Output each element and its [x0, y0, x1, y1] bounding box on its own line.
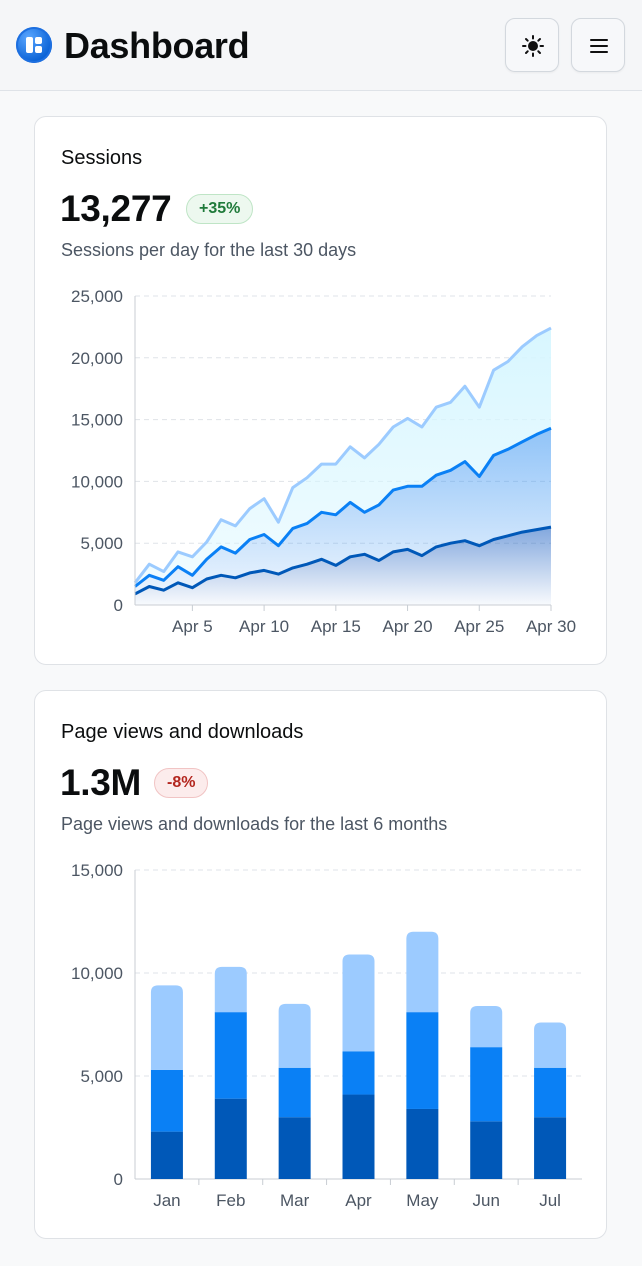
- x-tick-label: Apr 25: [454, 617, 504, 636]
- top-bar: Dashboard: [0, 0, 642, 91]
- bar-jul-series-3: [534, 1022, 567, 1068]
- area-series-2-line: [134, 426, 552, 588]
- menu-button[interactable]: [571, 18, 625, 72]
- bar-jan-series-1: [150, 1131, 183, 1179]
- sessions-area-chart: 0 5,000 10,000 15,000 20,000 25,000 Apr 5 Apr 1…: [71, 287, 576, 636]
- x-tick-label: Jan: [153, 1191, 180, 1210]
- pageviews-change-badge: -8%: [154, 768, 209, 798]
- y-tick-label: 20,000: [71, 349, 123, 368]
- x-tick-label: Jul: [539, 1191, 561, 1210]
- pageviews-description: Page views and downloads for the last 6 …: [61, 814, 448, 834]
- y-tick-label: 0: [114, 1170, 123, 1189]
- x-tick-label: Feb: [216, 1191, 245, 1210]
- area-series-1-fill: [135, 527, 551, 605]
- bar-jun-series-2: [470, 1047, 503, 1122]
- bar-feb-series-3: [214, 966, 247, 1013]
- sessions-description: Sessions per day for the last 30 days: [61, 240, 357, 260]
- sessions-change-badge: +35%: [186, 194, 254, 224]
- y-tick-label: 25,000: [71, 287, 123, 306]
- bar-apr-series-2: [342, 1051, 375, 1095]
- y-tick-label: 15,000: [71, 861, 123, 880]
- sun-icon: [522, 35, 544, 57]
- sessions-value: 13,277: [60, 188, 172, 229]
- pageviews-title: Page views and downloads: [61, 721, 304, 743]
- hamburger-menu-icon: [590, 39, 608, 53]
- area-series-3-line: [133, 326, 552, 584]
- x-tick-label: Apr 15: [311, 617, 361, 636]
- x-tick-label: May: [406, 1191, 439, 1210]
- y-tick-label: 15,000: [71, 411, 123, 430]
- x-tick-label: Apr 20: [383, 617, 433, 636]
- bar-jul-series-2: [534, 1067, 567, 1118]
- x-tick-label: Mar: [280, 1191, 310, 1210]
- app-title: Dashboard: [64, 25, 250, 66]
- area-series-2-fill: [135, 428, 551, 594]
- y-tick-label: 5,000: [80, 534, 123, 553]
- pageviews-value: 1.3M: [60, 762, 142, 803]
- bar-feb-series-2: [214, 1012, 247, 1099]
- y-tick-label: 10,000: [71, 472, 123, 491]
- pageviews-card: Page views and downloads 1.3M -8% Page v…: [34, 690, 607, 1239]
- bar-mar-series-1: [278, 1117, 311, 1179]
- x-tick-label: Apr 30: [526, 617, 576, 636]
- pageviews-bar-chart: 0 5,000 10,000 15,000 Jan Feb Mar Apr May Jun Jul: [71, 861, 582, 1210]
- theme-toggle-button[interactable]: [505, 18, 559, 72]
- x-tick-label: Jun: [473, 1191, 500, 1210]
- bar-jan-series-3: [150, 985, 183, 1070]
- bar-feb-series-1: [214, 1098, 247, 1179]
- bar-jun-series-3: [470, 1005, 503, 1048]
- y-tick-label: 10,000: [71, 964, 123, 983]
- bar-mar-series-2: [278, 1067, 311, 1118]
- bar-apr-series-3: [342, 954, 375, 1052]
- sessions-card: Sessions 13,277 +35% Sessions per day fo…: [34, 116, 607, 665]
- x-tick-label: Apr 5: [172, 617, 213, 636]
- x-tick-label: Apr: [345, 1191, 372, 1210]
- x-tick-label: Apr 10: [239, 617, 289, 636]
- area-series-1-line: [134, 525, 552, 596]
- bar-apr-series-1: [342, 1094, 375, 1179]
- sessions-title: Sessions: [61, 147, 143, 169]
- y-tick-label: 0: [114, 596, 123, 615]
- bar-may-series-1: [406, 1108, 439, 1179]
- bar-may-series-2: [406, 1012, 439, 1109]
- bar-may-series-3: [406, 931, 439, 1013]
- bar-jul-series-1: [534, 1117, 567, 1179]
- bar-jun-series-1: [470, 1121, 503, 1179]
- dashboard-grid-icon: [16, 27, 52, 63]
- bar-jan-series-2: [150, 1069, 183, 1132]
- y-tick-label: 5,000: [80, 1067, 123, 1086]
- bar-mar-series-3: [278, 1003, 311, 1068]
